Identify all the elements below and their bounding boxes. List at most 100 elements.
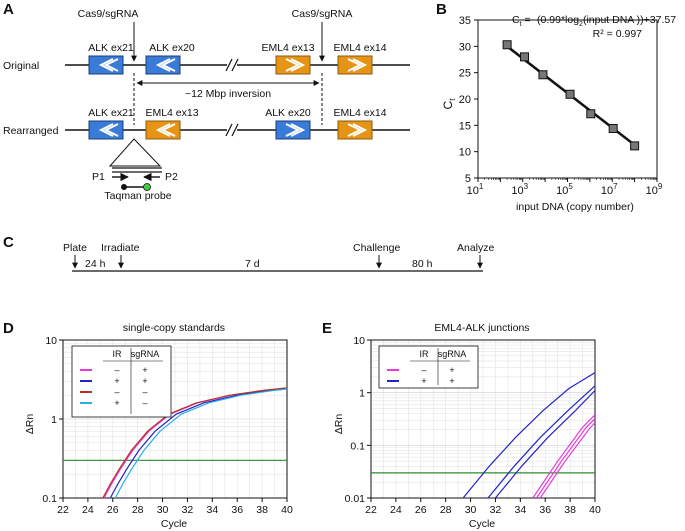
x-tick-label: 38 xyxy=(256,504,268,516)
x-tick-label: 40 xyxy=(589,504,601,516)
r-squared-label: R² = 0.997 xyxy=(593,28,642,40)
y-tick-label: 0.1 xyxy=(42,493,57,505)
chart-title: single-copy standards xyxy=(123,322,225,334)
data-point xyxy=(630,141,640,151)
y-tick-label: 0.1 xyxy=(350,440,365,452)
interval-label: 24 h xyxy=(85,258,106,270)
y-axis-title: Ct xyxy=(441,98,457,110)
y-tick-label: 20 xyxy=(459,94,471,106)
data-point xyxy=(608,123,618,133)
legend: IR sgRNA – + + + – – + – xyxy=(71,345,172,418)
amplification-curve xyxy=(532,414,596,499)
y-axis-title: ΔRn xyxy=(333,414,345,435)
orig-exon-label: ALK ex20 xyxy=(149,42,195,54)
legend-sg: + xyxy=(142,365,147,375)
cas9-label-right: Cas9/sgRNA xyxy=(292,8,353,20)
x-axis-title: Cycle xyxy=(161,518,187,530)
panel-d: D single-copy standards ΔRn Cycle 22 24 26… xyxy=(3,320,293,530)
primer-p1-label: P1 xyxy=(92,171,105,183)
panel-c: C Plate Irradiate Challenge Analyze 24 h… xyxy=(3,234,495,272)
legend-header: IR xyxy=(420,349,430,359)
rearr-exon-label: EML4 ex14 xyxy=(333,107,386,119)
x-tick-label: 36 xyxy=(231,504,243,516)
y-tick-label: 1 xyxy=(51,414,57,426)
legend-sg: – xyxy=(142,398,147,408)
x-tick-label: 30 xyxy=(465,504,477,516)
event-label: Challenge xyxy=(353,242,400,254)
legend-ir: – xyxy=(421,365,426,375)
exon-box-eml4 xyxy=(145,120,181,140)
exon-box-alk xyxy=(88,55,124,75)
exon-box-alk xyxy=(88,120,124,140)
panel-e: E EML4-ALK junctions ΔRn Cycle 22 24 26 28 3… xyxy=(322,320,601,530)
panel-c-label: C xyxy=(3,234,14,251)
y-tick-label: 15 xyxy=(459,120,471,132)
y-tick-label: 35 xyxy=(459,15,471,27)
amplification-curve xyxy=(494,390,596,499)
legend: IR sgRNA – + + + xyxy=(378,345,479,389)
row-rearranged-label: Rearranged xyxy=(3,125,59,137)
qpcr-junctions-chart: 22 24 26 28 30 32 34 36 38 40 0.01 0.1 1 10 xyxy=(345,335,601,516)
legend-ir: + xyxy=(421,376,426,386)
x-axis-title: Cycle xyxy=(469,518,495,530)
x-tick-label: 103 xyxy=(511,182,528,197)
inversion-label: ~12 Mbp inversion xyxy=(185,88,271,100)
probe-quencher xyxy=(121,184,127,190)
legend-ir: – xyxy=(114,387,119,397)
interval-label: 80 h xyxy=(412,258,433,270)
panel-a-label: A xyxy=(3,1,14,18)
exon-box-alk xyxy=(145,55,181,75)
x-tick-label: 30 xyxy=(157,504,169,516)
event-label: Irradiate xyxy=(101,242,140,254)
x-tick-label: 28 xyxy=(440,504,452,516)
y-tick-label: 10 xyxy=(459,147,471,159)
amplification-curve xyxy=(539,422,596,499)
break-mark xyxy=(225,123,239,137)
legend-ir: – xyxy=(114,365,119,375)
event-label: Plate xyxy=(63,242,87,254)
probe-fluorophore xyxy=(143,183,151,191)
legend-header: sgRNA xyxy=(438,349,467,359)
rearr-exon-label: ALK ex20 xyxy=(265,107,311,119)
orig-exon-label: EML4 ex13 xyxy=(261,42,314,54)
x-tick-label: 34 xyxy=(206,504,218,516)
ct-standard-curve-chart: 101 103 105 107 109 5 10 15 20 25 30 35 xyxy=(459,15,663,197)
x-tick-label: 38 xyxy=(564,504,576,516)
rearr-exon-label: ALK ex21 xyxy=(88,107,134,119)
x-tick-label: 32 xyxy=(490,504,502,516)
row-original-label: Original xyxy=(3,60,39,72)
chart-title: EML4-ALK junctions xyxy=(434,322,529,334)
orig-exon-label: ALK ex21 xyxy=(88,42,134,54)
orig-exon-label: EML4 ex14 xyxy=(333,42,386,54)
x-tick-label: 34 xyxy=(514,504,526,516)
y-tick-label: 25 xyxy=(459,68,471,80)
data-point xyxy=(520,52,530,62)
amplification-curve xyxy=(114,388,288,499)
equation-label: Ct = -(0.99*log2(input DNA ))+37.57 xyxy=(512,14,676,28)
panel-b: B Ct = -(0.99*log2(input DNA ))+37.57 R²… xyxy=(436,1,676,213)
amplification-curve xyxy=(487,385,596,499)
x-tick-label: 107 xyxy=(601,182,618,197)
interval-label: 7 d xyxy=(245,258,260,270)
x-tick-label: 36 xyxy=(539,504,551,516)
zoom-triangle xyxy=(108,138,162,167)
panel-e-label: E xyxy=(322,320,332,337)
event-label: Analyze xyxy=(457,242,495,254)
x-tick-label: 32 xyxy=(182,504,194,516)
legend-ir: + xyxy=(114,398,119,408)
x-tick-label: 28 xyxy=(132,504,144,516)
legend-ir: + xyxy=(114,376,119,386)
legend-sg: + xyxy=(449,365,454,375)
amplification-curve xyxy=(109,388,288,499)
y-tick-label: 30 xyxy=(459,41,471,53)
cas9-label-left: Cas9/sgRNA xyxy=(78,8,139,20)
amplification-curve xyxy=(462,372,596,499)
y-tick-label: 10 xyxy=(353,335,365,347)
y-tick-label: 1 xyxy=(359,388,365,400)
x-tick-label: 26 xyxy=(107,504,119,516)
y-tick-label: 5 xyxy=(465,173,471,185)
probe-label: Taqman probe xyxy=(104,190,171,202)
x-tick-label: 109 xyxy=(646,182,663,197)
data-point xyxy=(538,70,548,80)
